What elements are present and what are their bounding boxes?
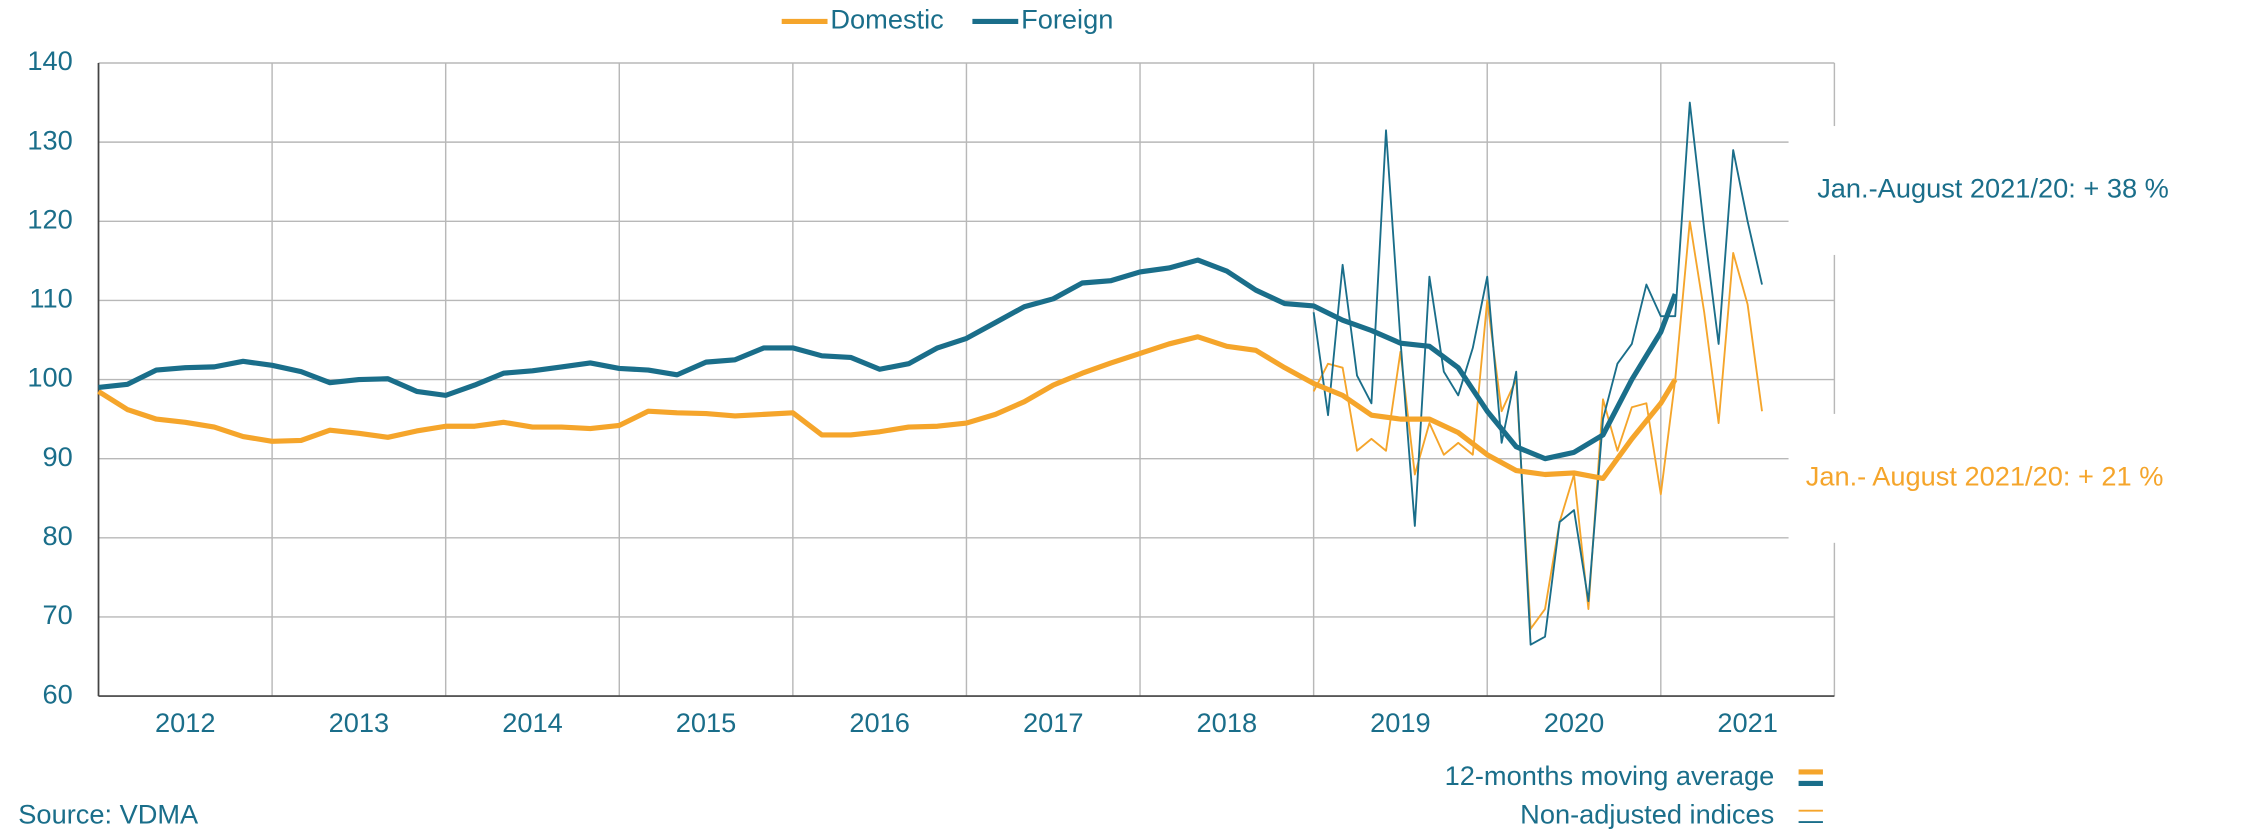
x-tick-label: 2021 (1717, 707, 1778, 738)
series-line (97, 334, 1678, 482)
annotation-background (1788, 126, 2184, 255)
y-tick-label: 90 (42, 441, 72, 472)
x-tick-label: 2013 (329, 707, 390, 738)
style-legend-label: 12-months moving average (1445, 760, 1775, 791)
annotation: Jan.- August 2021/20: + 21 % (1806, 461, 2164, 492)
lines (97, 101, 1763, 646)
annotation-background (1788, 413, 2190, 543)
x-tick-label: 2014 (502, 707, 563, 738)
y-tick-label: 110 (29, 283, 72, 314)
y-tick-label: 100 (27, 362, 72, 393)
x-tick-label: 2012 (155, 707, 216, 738)
y-tick-label: 140 (27, 45, 72, 76)
y-tick-label: 80 (42, 520, 72, 551)
y-tick-label: 130 (27, 124, 72, 155)
series-line (1312, 220, 1763, 630)
x-tick-label: 2018 (1197, 707, 1258, 738)
legend-label: Domestic (830, 4, 943, 35)
series-line (1312, 101, 1763, 646)
x-tick-label: 2017 (1023, 707, 1084, 738)
series-line (98, 257, 1678, 462)
y-tick-label: 60 (42, 678, 72, 709)
x-tick-label: 2016 (849, 707, 910, 738)
x-tick-label: 2020 (1544, 707, 1605, 738)
x-tick-label: 2019 (1370, 707, 1431, 738)
y-tick-label: 70 (42, 599, 72, 630)
legend-label: Foreign (1021, 4, 1113, 35)
y-tick-label: 120 (27, 203, 72, 234)
style-legend-label: Non-adjusted indices (1520, 799, 1774, 830)
annotation: Jan.-August 2021/20: + 38 % (1817, 173, 2169, 204)
source: Source: VDMA (18, 799, 199, 830)
x-tick-label: 2015 (676, 707, 737, 738)
grid (97, 62, 1836, 697)
labels: 60 70 80 90 100 110 120 130 140 2012 2013 2014 2015 2… (27, 4, 2190, 830)
